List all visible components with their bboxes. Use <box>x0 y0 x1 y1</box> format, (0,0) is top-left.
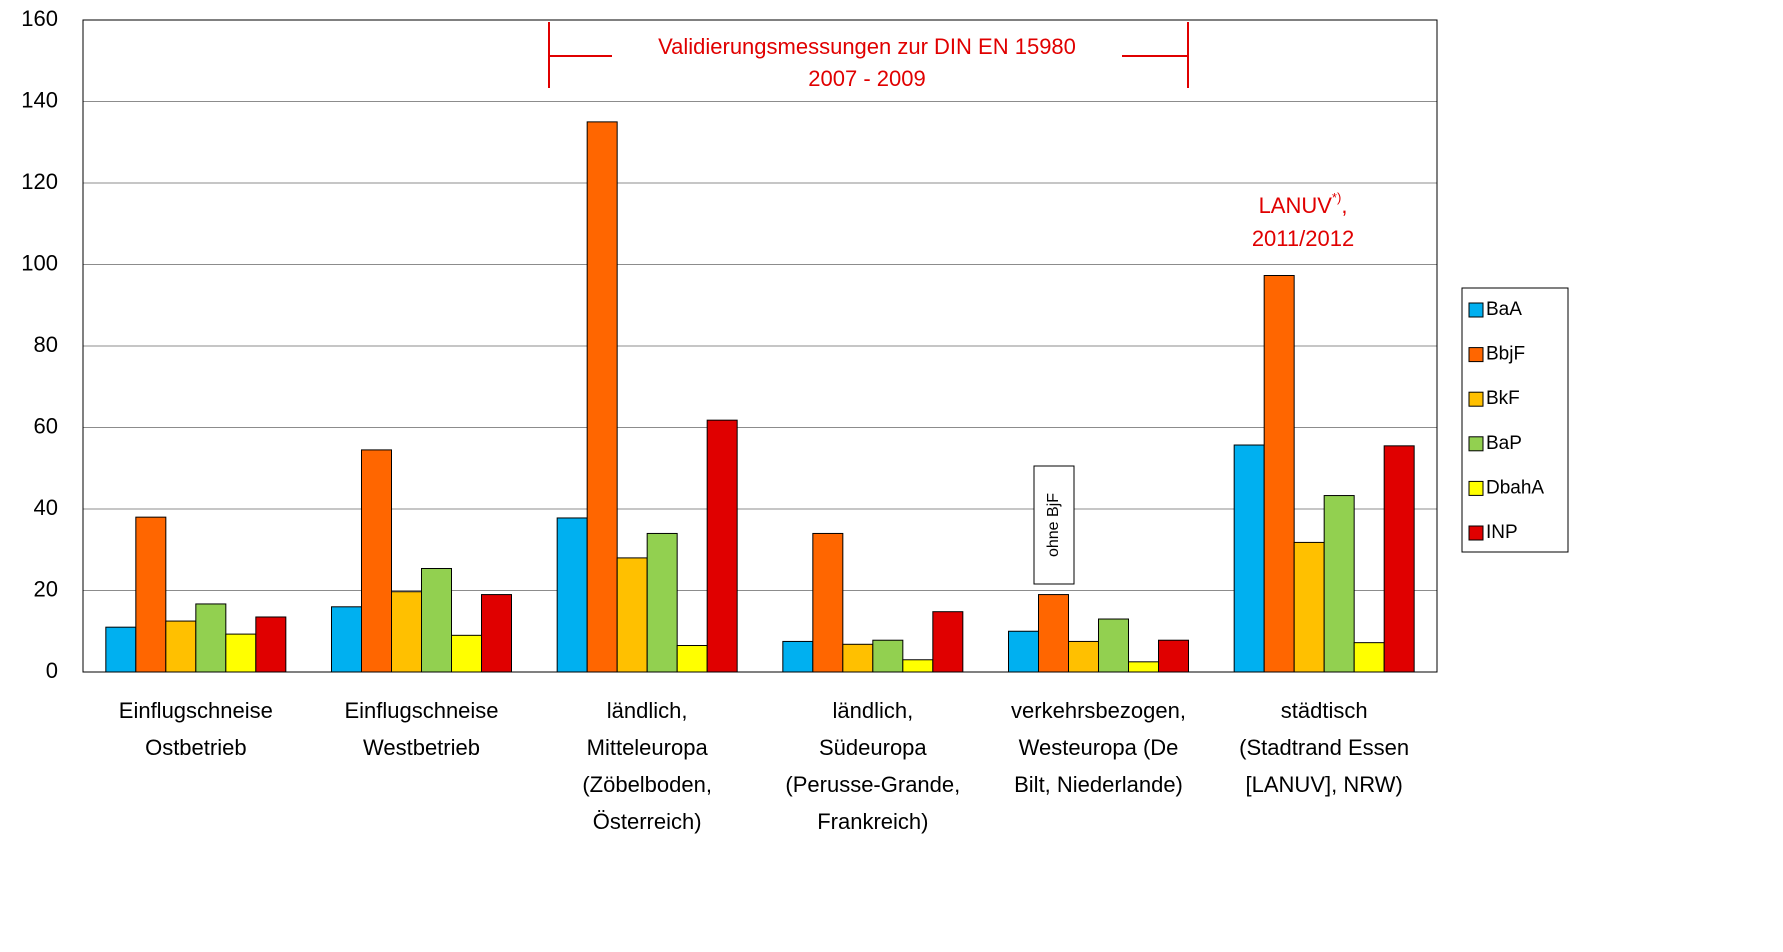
bar <box>1098 618 1129 673</box>
legend-label: BbjF <box>1486 344 1525 365</box>
y-tick-label: 40 <box>34 495 58 520</box>
y-tick-label: 140 <box>21 87 58 112</box>
bar <box>451 634 482 673</box>
y-tick-label: 100 <box>21 250 58 275</box>
legend-swatch <box>1468 391 1484 407</box>
bar <box>481 594 512 673</box>
bar <box>842 643 874 673</box>
y-tick-label: 120 <box>21 169 58 194</box>
bar <box>361 449 392 673</box>
bar <box>225 633 257 673</box>
legend-label: BaP <box>1486 433 1522 454</box>
bar <box>165 620 197 673</box>
annotation: 2011/2012 <box>1252 226 1354 251</box>
x-tick-label: Ostbetrieb <box>145 735 247 760</box>
legend-label: BkF <box>1486 388 1520 409</box>
bar <box>255 616 287 673</box>
x-tick-label: (Zöbelboden, <box>582 772 712 797</box>
bar <box>706 419 738 673</box>
legend-swatch <box>1468 480 1484 496</box>
annotation: Validierungsmessungen zur DIN EN 15980 <box>658 34 1076 59</box>
bar <box>586 121 618 673</box>
bar <box>556 517 588 673</box>
bar <box>1128 661 1159 673</box>
annotation: LANUV*), <box>1259 190 1348 217</box>
x-tick-label: Bilt, Niederlande) <box>1014 772 1183 797</box>
bar <box>1068 640 1099 673</box>
bar <box>105 626 137 673</box>
x-tick-label: städtisch <box>1281 698 1368 723</box>
bar <box>195 603 227 673</box>
bar <box>676 645 708 673</box>
x-tick-label: (Stadtrand Essen <box>1239 735 1409 760</box>
legend-swatch <box>1468 347 1484 363</box>
x-tick-label: Frankreich) <box>817 809 928 834</box>
y-tick-label: 60 <box>34 413 58 438</box>
bar <box>1383 445 1415 673</box>
y-tick-label: 80 <box>34 332 58 357</box>
bar <box>932 611 964 673</box>
x-tick-label: Mitteleuropa <box>587 735 709 760</box>
x-tick-label: verkehrsbezogen, <box>1011 698 1186 723</box>
x-tick-label: Westbetrieb <box>363 735 480 760</box>
plot-frame <box>82 19 1438 673</box>
bar <box>616 557 648 673</box>
y-tick-label: 160 <box>21 6 58 31</box>
x-tick-label: (Perusse-Grande, <box>785 772 960 797</box>
bar <box>421 567 452 673</box>
x-tick-label: ländlich, <box>832 698 913 723</box>
note-box <box>1033 465 1075 585</box>
legend-swatch <box>1468 525 1484 541</box>
annotations: Validierungsmessungen zur DIN EN 15980 2… <box>548 22 1354 251</box>
legend-label: INP <box>1486 522 1518 543</box>
x-tick-label: Österreich) <box>593 809 702 834</box>
x-tick-label: Südeuropa <box>819 735 927 760</box>
bar <box>391 591 422 673</box>
bar <box>1233 444 1265 673</box>
y-tick-label: 0 <box>46 658 58 683</box>
bar <box>1008 630 1039 673</box>
x-tick-label: Einflugschneise <box>344 698 498 723</box>
bar <box>1158 639 1189 673</box>
bar <box>1353 642 1385 673</box>
bar <box>331 606 362 673</box>
x-tick-label: Einflugschneise <box>119 698 273 723</box>
legend-label: DbahA <box>1486 477 1544 498</box>
legend-swatch <box>1468 436 1484 452</box>
bar <box>1323 495 1355 673</box>
annotation: , <box>1341 193 1347 218</box>
annotation: 2007 - 2009 <box>808 66 925 91</box>
bar <box>812 532 844 673</box>
bar <box>1293 541 1325 673</box>
bar <box>135 516 167 673</box>
y-tick-label: 20 <box>34 576 58 601</box>
bar <box>646 532 678 673</box>
annotation: ohne BjF <box>1045 493 1062 557</box>
legend-swatch <box>1468 302 1484 318</box>
annotation: *) <box>1332 190 1341 205</box>
legend <box>1461 287 1569 553</box>
x-tick-label: [LANUV], NRW) <box>1246 772 1403 797</box>
bar <box>782 640 814 673</box>
bar <box>902 659 934 673</box>
bar <box>1038 594 1069 673</box>
annotation: LANUV <box>1259 193 1333 218</box>
bar <box>1263 275 1295 673</box>
x-tick-label: Westeuropa (De <box>1019 735 1179 760</box>
bar <box>872 639 904 673</box>
x-tick-label: ländlich, <box>607 698 688 723</box>
legend-label: BaA <box>1486 299 1522 320</box>
